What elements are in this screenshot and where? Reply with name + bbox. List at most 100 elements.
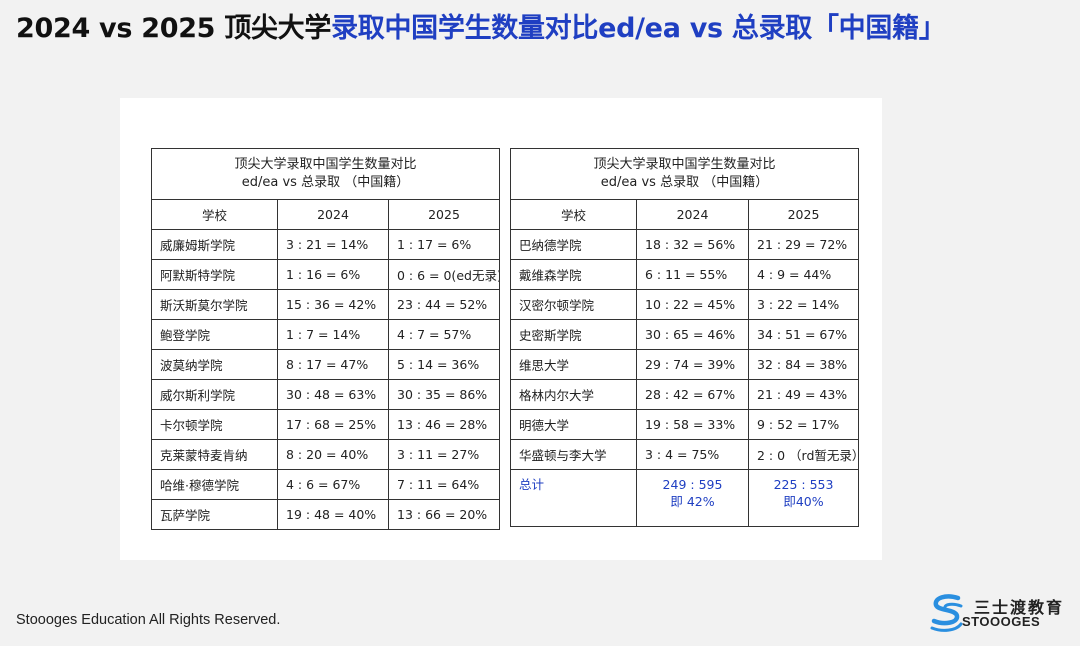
page-title-topic: 录取中国学生数量对比ed/ea vs 总录取「中国籍」 (331, 13, 946, 44)
value-2025-cell: 13 : 66 = 20% (387, 499, 501, 530)
logo-chinese-name: 三士渡教育 (974, 598, 1065, 617)
value-2025-cell: 13 : 46 = 28% (387, 409, 501, 440)
school-cell: 威尔斯利学院 (151, 379, 278, 410)
table-card: 顶尖大学录取中国学生数量对比 ed/ea vs 总录取 （中国籍） 学校 202… (120, 98, 882, 560)
school-cell: 波莫纳学院 (151, 349, 278, 380)
school-cell: 阿默斯特学院 (151, 259, 278, 290)
page-title-years: 2024 vs 2025 顶尖大学 (16, 13, 332, 44)
logo-english-name: STOOOGES (962, 614, 1041, 629)
value-2024-cell: 8 : 17 = 47% (277, 349, 389, 380)
table-row: 哈维·穆德学院 4 : 6 = 67% 7 : 11 = 64% (151, 469, 501, 500)
table-row: 华盛顿与李大学 3 : 4 = 75% 2 : 0 （rd暂无录） (510, 439, 860, 470)
school-cell: 巴纳德学院 (510, 229, 637, 260)
value-2025-cell: 1 : 17 = 6% (387, 229, 501, 260)
table-caption-line1: 顶尖大学录取中国学生数量对比 (593, 157, 776, 172)
value-2024-cell: 19 : 58 = 33% (636, 409, 749, 440)
school-cell: 克莱蒙特麦肯纳 (151, 439, 278, 470)
table-caption: 顶尖大学录取中国学生数量对比 ed/ea vs 总录取 （中国籍） (509, 148, 860, 200)
comparison-table-right: 顶尖大学录取中国学生数量对比 ed/ea vs 总录取 （中国籍） 学校 202… (509, 148, 860, 527)
column-header-2025: 2025 (387, 199, 501, 230)
value-2025-cell: 34 : 51 = 67% (747, 319, 860, 350)
column-header-school: 学校 (151, 199, 278, 230)
value-2024-cell: 28 : 42 = 67% (636, 379, 749, 410)
school-cell: 明德大学 (510, 409, 637, 440)
school-cell: 戴维森学院 (510, 259, 637, 290)
value-2024-cell: 18 : 32 = 56% (636, 229, 749, 260)
school-cell: 史密斯学院 (510, 319, 637, 350)
table-row: 威尔斯利学院 30 : 48 = 63% 30 : 35 = 86% (151, 379, 501, 410)
school-cell: 卡尔顿学院 (151, 409, 278, 440)
total-label: 总计 (510, 469, 637, 527)
total-2024: 249 : 595 即 42% (636, 469, 749, 527)
total-2025-ratio: 225 : 553 (773, 477, 834, 492)
value-2024-cell: 10 : 22 = 45% (636, 289, 749, 320)
copyright-text: Stoooges Education All Rights Reserved. (16, 612, 281, 628)
column-header-2025: 2025 (747, 199, 860, 230)
table-row: 威廉姆斯学院 3 : 21 = 14% 1 : 17 = 6% (151, 229, 501, 260)
value-2025-cell: 3 : 11 = 27% (387, 439, 501, 470)
value-2025-cell: 9 : 52 = 17% (747, 409, 860, 440)
value-2025-cell: 4 : 7 = 57% (387, 319, 501, 350)
table-row: 鲍登学院 1 : 7 = 14% 4 : 7 = 57% (151, 319, 501, 350)
total-2025: 225 : 553 即40% (747, 469, 860, 527)
value-2025-cell: 32 : 84 = 38% (747, 349, 860, 380)
table-row: 瓦萨学院 19 : 48 = 40% 13 : 66 = 20% (151, 499, 501, 530)
value-2024-cell: 19 : 48 = 40% (277, 499, 389, 530)
table-caption-line1: 顶尖大学录取中国学生数量对比 (234, 157, 417, 172)
school-cell: 汉密尔顿学院 (510, 289, 637, 320)
school-cell: 维思大学 (510, 349, 637, 380)
total-row: 总计 249 : 595 即 42% 225 : 553 即40% (510, 469, 860, 527)
value-2025-cell: 0 : 6 = 0(ed无录) (387, 259, 501, 290)
page-title: 2024 vs 2025 顶尖大学录取中国学生数量对比ed/ea vs 总录取「… (16, 6, 946, 45)
school-cell: 鲍登学院 (151, 319, 278, 350)
value-2025-cell: 30 : 35 = 86% (387, 379, 501, 410)
value-2024-cell: 6 : 11 = 55% (636, 259, 749, 290)
value-2025-cell: 3 : 22 = 14% (747, 289, 860, 320)
table-row: 维思大学 29 : 74 = 39% 32 : 84 = 38% (510, 349, 860, 380)
school-cell: 华盛顿与李大学 (510, 439, 637, 470)
value-2024-cell: 8 : 20 = 40% (277, 439, 389, 470)
value-2025-cell: 21 : 29 = 72% (747, 229, 860, 260)
value-2025-cell: 5 : 14 = 36% (387, 349, 501, 380)
table-row: 汉密尔顿学院 10 : 22 = 45% 3 : 22 = 14% (510, 289, 860, 320)
table-row: 史密斯学院 30 : 65 = 46% 34 : 51 = 67% (510, 319, 860, 350)
value-2024-cell: 4 : 6 = 67% (277, 469, 389, 500)
value-2024-cell: 29 : 74 = 39% (636, 349, 749, 380)
value-2024-cell: 30 : 65 = 46% (636, 319, 749, 350)
comparison-table-left: 顶尖大学录取中国学生数量对比 ed/ea vs 总录取 （中国籍） 学校 202… (150, 148, 501, 530)
value-2025-cell: 7 : 11 = 64% (387, 469, 501, 500)
school-cell: 斯沃斯莫尔学院 (151, 289, 278, 320)
column-header-2024: 2024 (636, 199, 749, 230)
table-header-row: 学校 2024 2025 (510, 199, 860, 230)
table-caption-line2: ed/ea vs 总录取 （中国籍） (241, 175, 410, 190)
school-cell: 哈维·穆德学院 (151, 469, 278, 500)
school-cell: 威廉姆斯学院 (151, 229, 278, 260)
column-header-2024: 2024 (277, 199, 389, 230)
value-2024-cell: 1 : 16 = 6% (277, 259, 389, 290)
table-row: 卡尔顿学院 17 : 68 = 25% 13 : 46 = 28% (151, 409, 501, 440)
table-row: 格林内尔大学 28 : 42 = 67% 21 : 49 = 43% (510, 379, 860, 410)
table-row: 斯沃斯莫尔学院 15 : 36 = 42% 23 : 44 = 52% (151, 289, 501, 320)
brand-logo: 三士渡教育 STOOOGES (928, 592, 1068, 636)
total-2025-percent: 即40% (783, 494, 824, 509)
table-row: 明德大学 19 : 58 = 33% 9 : 52 = 17% (510, 409, 860, 440)
total-2024-ratio: 249 : 595 (662, 477, 723, 492)
value-2024-cell: 3 : 21 = 14% (277, 229, 389, 260)
value-2025-cell: 4 : 9 = 44% (747, 259, 860, 290)
value-2025-cell: 23 : 44 = 52% (387, 289, 501, 320)
value-2024-cell: 17 : 68 = 25% (277, 409, 389, 440)
table-row: 阿默斯特学院 1 : 16 = 6% 0 : 6 = 0(ed无录) (151, 259, 501, 290)
table-row: 巴纳德学院 18 : 32 = 56% 21 : 29 = 72% (510, 229, 860, 260)
school-cell: 格林内尔大学 (510, 379, 637, 410)
table-row: 克莱蒙特麦肯纳 8 : 20 = 40% 3 : 11 = 27% (151, 439, 501, 470)
value-2024-cell: 15 : 36 = 42% (277, 289, 389, 320)
table-row: 波莫纳学院 8 : 17 = 47% 5 : 14 = 36% (151, 349, 501, 380)
value-2025-cell: 2 : 0 （rd暂无录） (747, 439, 860, 470)
column-header-school: 学校 (510, 199, 637, 230)
value-2024-cell: 3 : 4 = 75% (636, 439, 749, 470)
logo-mark-icon (930, 594, 963, 632)
school-cell: 瓦萨学院 (151, 499, 278, 530)
value-2024-cell: 1 : 7 = 14% (277, 319, 389, 350)
value-2025-cell: 21 : 49 = 43% (747, 379, 860, 410)
table-header-row: 学校 2024 2025 (151, 199, 501, 230)
